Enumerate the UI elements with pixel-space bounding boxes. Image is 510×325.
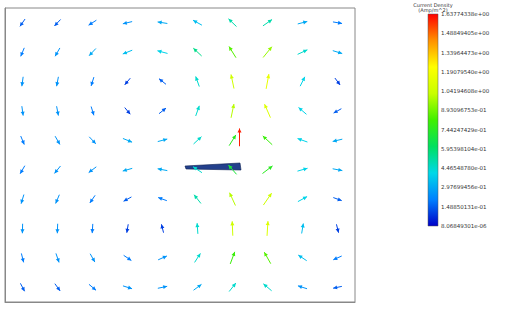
svg-text:1.63774338e+00: 1.63774338e+00 [441,11,490,17]
svg-text:2.97699456e-01: 2.97699456e-01 [441,184,487,190]
svg-text:1.48849405e+00: 1.48849405e+00 [441,30,490,36]
svg-text:1.33964473e+00: 1.33964473e+00 [441,50,490,56]
svg-text:8.93096753e-01: 8.93096753e-01 [441,107,487,113]
svg-text:4.46548780e-01: 4.46548780e-01 [441,165,487,171]
svg-text:1.19079540e+00: 1.19079540e+00 [441,69,490,75]
svg-text:1.04194608e+00: 1.04194608e+00 [441,88,490,94]
svg-text:5.95398104e-01: 5.95398104e-01 [441,146,487,152]
svg-text:1.48850131e-01: 1.48850131e-01 [441,204,487,210]
svg-text:(Amp/m^2): (Amp/m^2) [418,6,448,13]
svg-text:Current Density: Current Density [413,1,453,8]
svg-text:7.44247429e-01: 7.44247429e-01 [441,127,487,133]
svg-text:8.06849301e-06: 8.06849301e-06 [441,223,487,229]
